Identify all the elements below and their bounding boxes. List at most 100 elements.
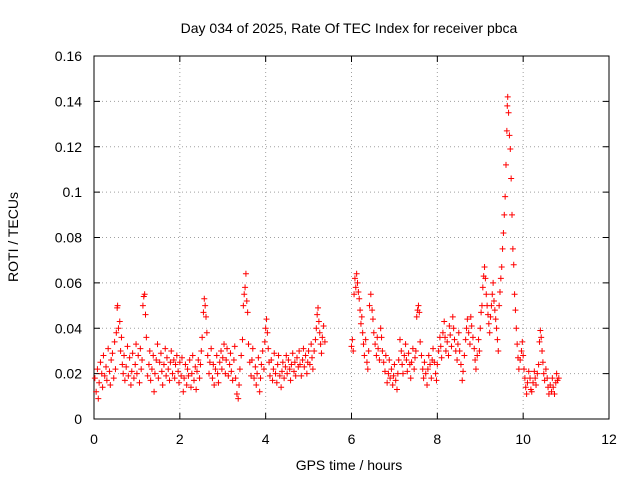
- data-point: [437, 343, 444, 350]
- data-point: [249, 345, 256, 352]
- data-point: [460, 368, 467, 375]
- data-point: [154, 341, 161, 348]
- data-point: [118, 334, 125, 341]
- data-point: [254, 370, 261, 377]
- data-point: [233, 391, 240, 398]
- data-point: [114, 302, 121, 309]
- data-point: [266, 372, 273, 379]
- data-point: [424, 381, 431, 388]
- data-point: [547, 381, 554, 388]
- data-point: [262, 325, 269, 332]
- data-point: [98, 370, 105, 377]
- data-point: [353, 270, 360, 277]
- data-point: [354, 279, 361, 286]
- data-point: [218, 366, 225, 373]
- data-point: [227, 350, 234, 357]
- data-point: [357, 307, 364, 314]
- data-point: [523, 391, 530, 398]
- data-point: [316, 329, 323, 336]
- data-point: [538, 334, 545, 341]
- data-point: [404, 368, 411, 375]
- data-point: [461, 352, 468, 359]
- data-point: [515, 366, 522, 373]
- data-point: [297, 361, 303, 368]
- data-point: [449, 313, 456, 320]
- data-point: [243, 298, 250, 305]
- data-point: [317, 341, 324, 348]
- data-point: [392, 377, 399, 384]
- data-point: [522, 384, 529, 391]
- data-point: [216, 359, 223, 366]
- x-tick-label: 2: [176, 431, 184, 447]
- data-point: [494, 336, 501, 343]
- data-point: [139, 302, 146, 309]
- data-point: [100, 352, 107, 359]
- data-point: [382, 352, 389, 359]
- data-point: [228, 368, 235, 375]
- data-point: [117, 347, 124, 354]
- data-point: [500, 229, 507, 236]
- data-point: [463, 325, 470, 332]
- data-point: [434, 361, 441, 368]
- data-point: [544, 375, 551, 382]
- data-point: [389, 381, 396, 388]
- data-point: [195, 357, 202, 364]
- data-point: [448, 343, 455, 350]
- data-point: [550, 384, 557, 391]
- data-point: [411, 366, 418, 373]
- data-point: [274, 361, 281, 368]
- data-point: [490, 298, 497, 305]
- data-point: [119, 361, 126, 368]
- data-point: [163, 354, 170, 361]
- data-point: [521, 375, 528, 382]
- data-point: [457, 361, 464, 368]
- data-point: [239, 336, 246, 343]
- data-point: [459, 377, 466, 384]
- data-point: [197, 361, 204, 368]
- data-point: [252, 363, 259, 370]
- data-point: [513, 325, 520, 332]
- y-tick-label: 0.12: [55, 139, 82, 155]
- data-point: [438, 354, 445, 361]
- data-point: [153, 357, 160, 364]
- data-point: [156, 359, 163, 366]
- data-point: [369, 316, 376, 323]
- data-point: [167, 359, 174, 366]
- data-point: [432, 370, 439, 377]
- data-point: [242, 270, 249, 277]
- data-point: [151, 388, 158, 395]
- data-point: [367, 291, 374, 298]
- x-axis-label: GPS time / hours: [296, 457, 403, 473]
- data-point: [454, 341, 461, 348]
- data-point: [531, 368, 538, 375]
- data-point: [200, 309, 207, 316]
- data-point: [490, 279, 497, 286]
- data-point: [309, 366, 316, 373]
- data-point: [106, 368, 113, 375]
- data-point: [375, 345, 382, 352]
- data-point: [478, 302, 485, 309]
- x-tick-label: 10: [515, 431, 531, 447]
- data-point: [202, 302, 209, 309]
- data-point: [320, 322, 327, 329]
- data-point: [286, 366, 293, 373]
- x-tick-label: 8: [433, 431, 441, 447]
- y-tick-label: 0.04: [55, 320, 82, 336]
- data-point: [268, 357, 275, 364]
- data-point: [315, 318, 322, 325]
- data-point: [469, 334, 476, 341]
- data-point: [446, 322, 453, 329]
- data-point: [275, 352, 282, 359]
- data-point: [142, 311, 149, 318]
- data-point: [365, 347, 372, 354]
- data-point: [372, 341, 379, 348]
- data-point: [319, 334, 326, 341]
- data-point: [123, 363, 130, 370]
- y-tick-label: 0.02: [55, 366, 82, 382]
- data-point: [479, 284, 486, 291]
- data-point: [482, 275, 489, 282]
- data-point: [290, 368, 297, 375]
- data-point: [103, 377, 110, 384]
- data-point: [111, 338, 118, 345]
- data-point: [221, 341, 228, 348]
